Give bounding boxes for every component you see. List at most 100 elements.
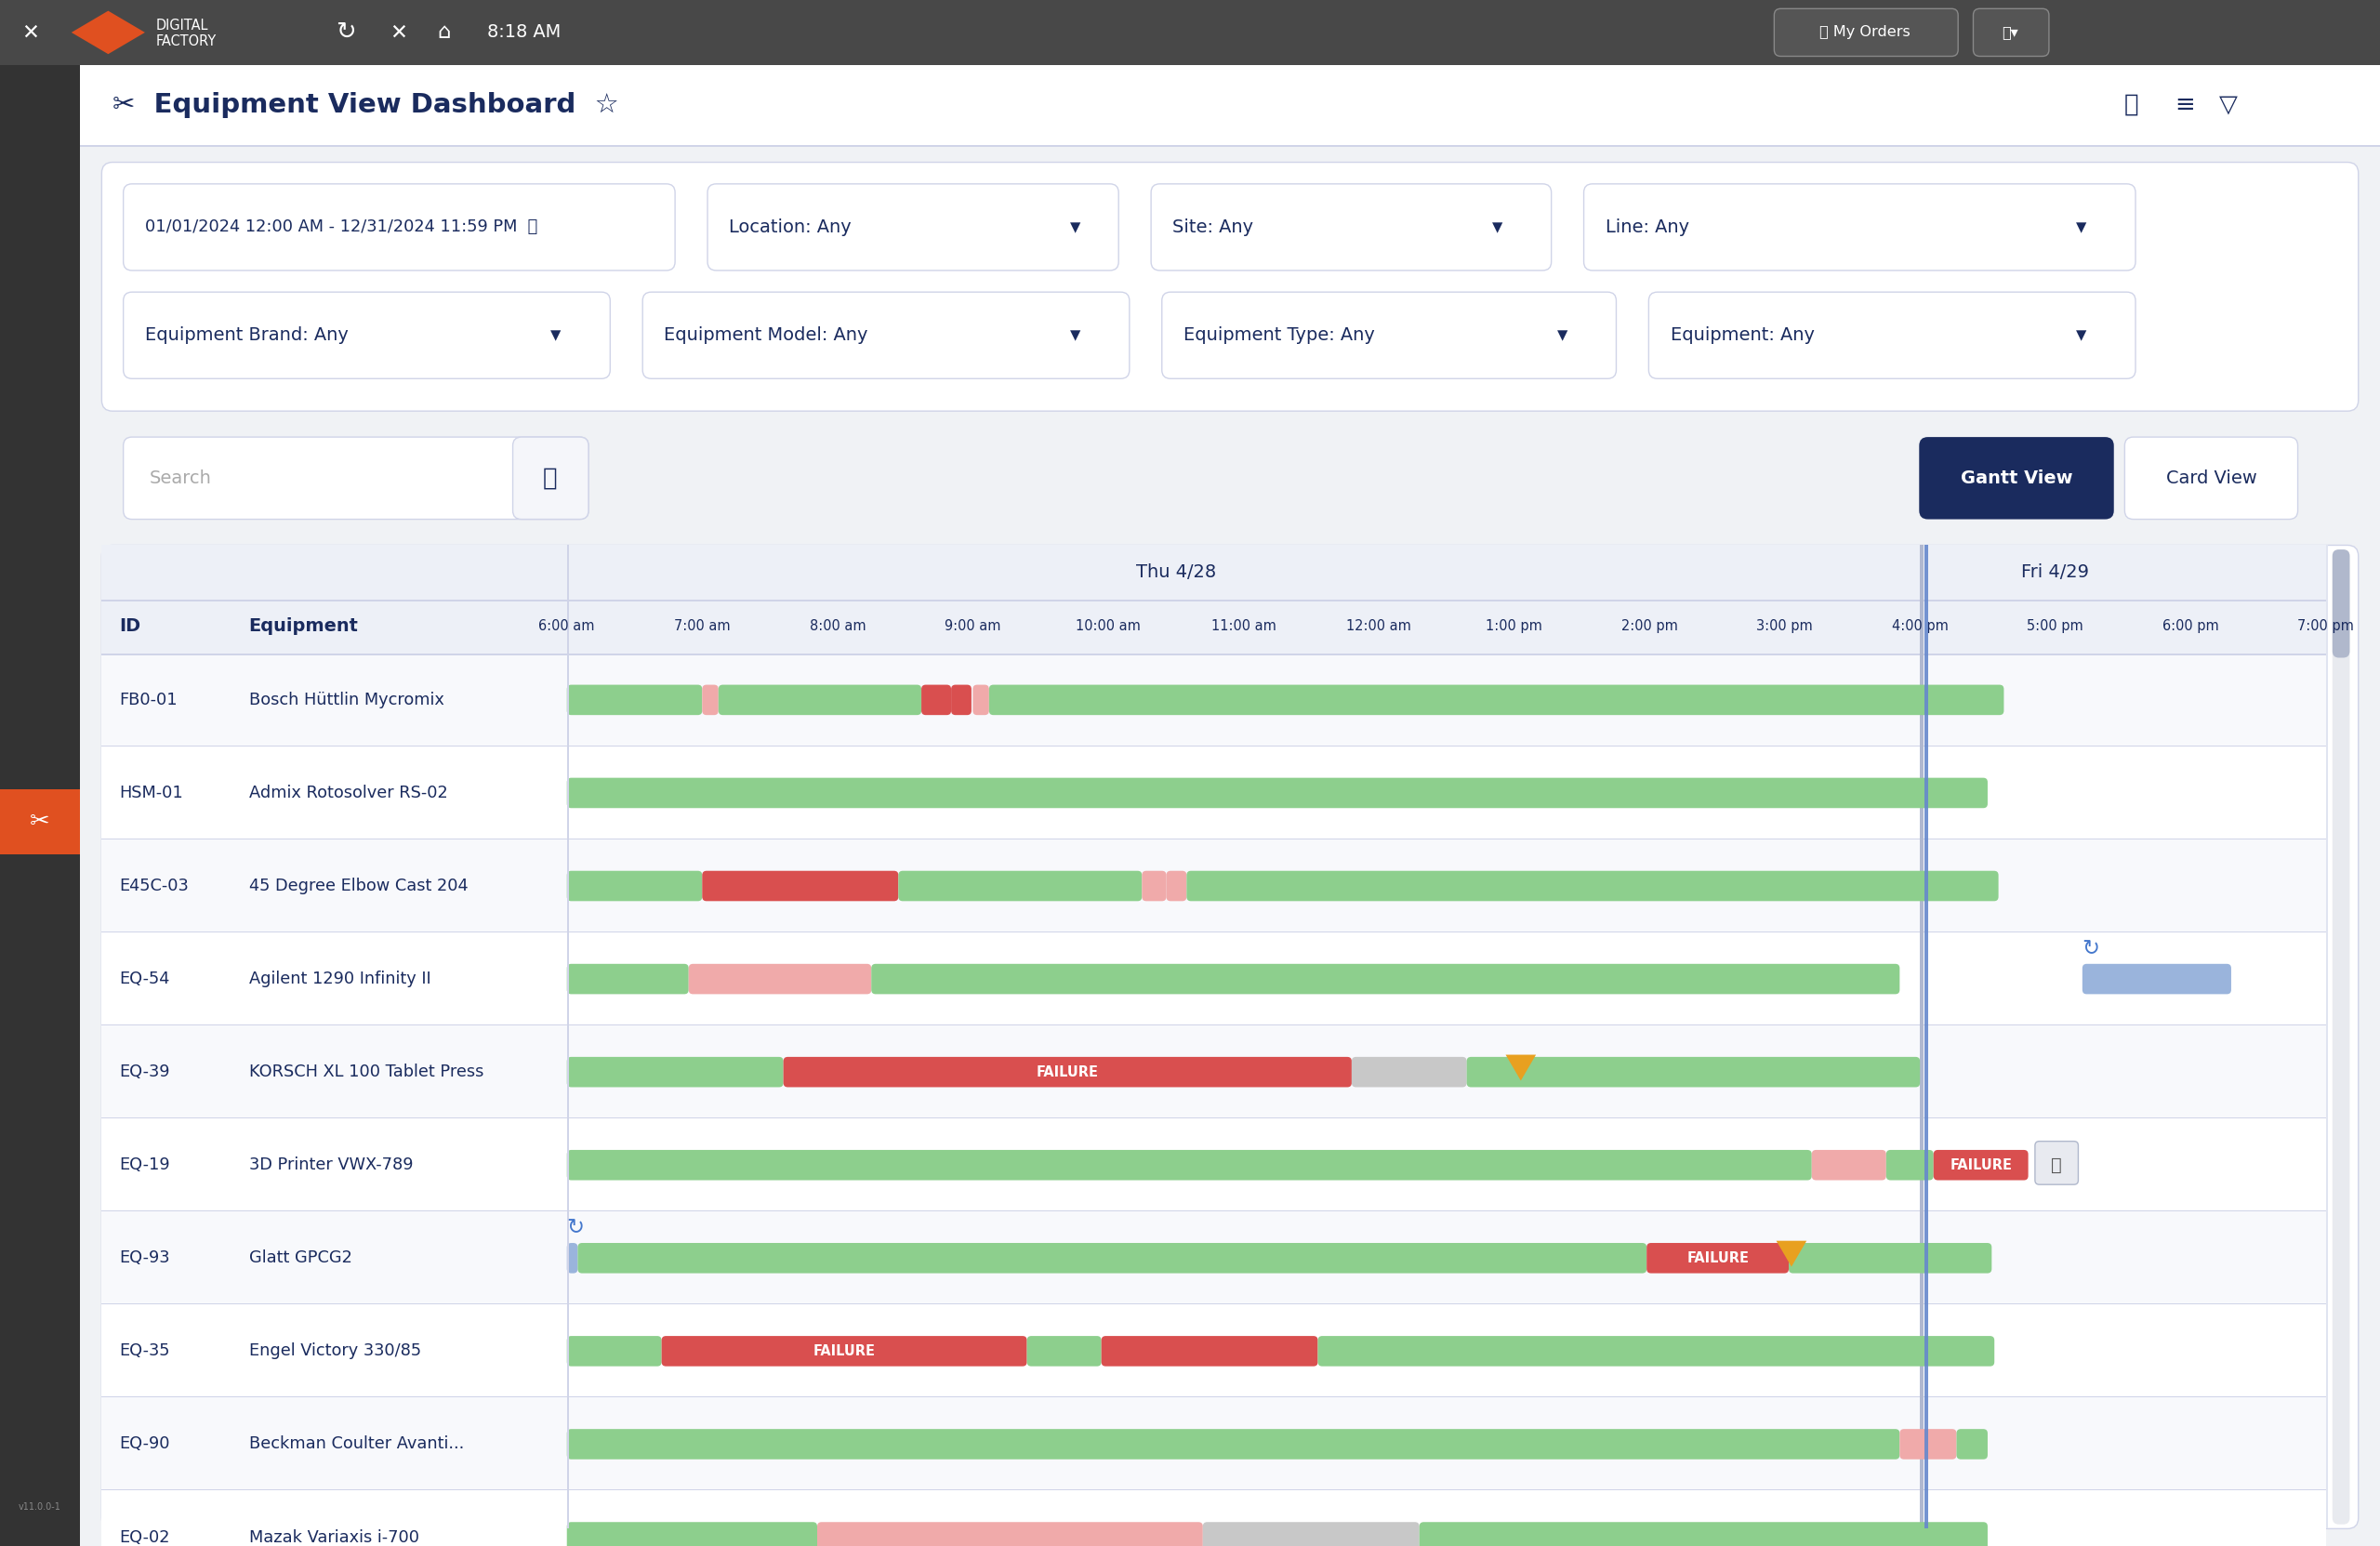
FancyBboxPatch shape — [702, 870, 897, 901]
Text: 10:00 am: 10:00 am — [1076, 620, 1140, 634]
FancyBboxPatch shape — [512, 438, 588, 519]
FancyBboxPatch shape — [871, 963, 1899, 994]
Bar — [81, 145, 2380, 147]
Text: FAILURE: FAILURE — [814, 1343, 876, 1357]
Text: 12:00 am: 12:00 am — [1347, 620, 1411, 634]
Text: Agilent 1290 Infinity II: Agilent 1290 Infinity II — [250, 971, 431, 988]
Text: Line: Any: Line: Any — [1606, 218, 1690, 237]
Text: 🔔▾: 🔔▾ — [2002, 25, 2018, 40]
Bar — [102, 1398, 2325, 1490]
FancyBboxPatch shape — [1647, 1243, 1790, 1274]
Text: ▾: ▾ — [1071, 325, 1081, 346]
Bar — [102, 600, 2325, 601]
Polygon shape — [1507, 1054, 1535, 1081]
FancyBboxPatch shape — [2332, 549, 2349, 1524]
Text: Mazak Variaxis i-700: Mazak Variaxis i-700 — [250, 1529, 419, 1546]
FancyBboxPatch shape — [1933, 1150, 2028, 1180]
Text: 7:00 pm: 7:00 pm — [2297, 620, 2354, 634]
Text: ✂  Equipment View Dashboard  ☆: ✂ Equipment View Dashboard ☆ — [112, 91, 619, 117]
FancyBboxPatch shape — [566, 870, 702, 901]
FancyBboxPatch shape — [1790, 1243, 1992, 1274]
FancyBboxPatch shape — [643, 292, 1130, 379]
Text: v11.0.0-1: v11.0.0-1 — [19, 1503, 62, 1512]
Bar — [0, 0, 2380, 65]
Text: EQ-93: EQ-93 — [119, 1249, 169, 1266]
FancyBboxPatch shape — [124, 292, 609, 379]
Text: ↻: ↻ — [566, 1217, 585, 1238]
Text: ⌂: ⌂ — [438, 22, 450, 43]
Text: 5:00 pm: 5:00 pm — [2028, 620, 2082, 634]
FancyBboxPatch shape — [566, 963, 688, 994]
Text: 8:18 AM: 8:18 AM — [488, 23, 562, 42]
Text: Thu 4/28: Thu 4/28 — [1135, 563, 1216, 581]
Text: Card View: Card View — [2166, 470, 2256, 487]
Text: 1:00 pm: 1:00 pm — [1485, 620, 1542, 634]
Bar — [0, 65, 81, 1546]
FancyBboxPatch shape — [1142, 870, 1166, 901]
Text: Glatt GPCG2: Glatt GPCG2 — [250, 1249, 352, 1266]
FancyBboxPatch shape — [124, 438, 588, 519]
Text: Fri 4/29: Fri 4/29 — [2021, 563, 2090, 581]
Text: 45 Degree Elbow Cast 204: 45 Degree Elbow Cast 204 — [250, 878, 469, 894]
Text: ↻: ↻ — [2082, 938, 2099, 960]
Text: EQ-54: EQ-54 — [119, 971, 169, 988]
Bar — [102, 654, 2325, 747]
FancyBboxPatch shape — [1418, 1523, 1987, 1546]
Bar — [1925, 546, 1928, 1529]
FancyBboxPatch shape — [1188, 870, 1999, 901]
FancyBboxPatch shape — [102, 162, 2359, 411]
Text: Equipment Type: Any: Equipment Type: Any — [1183, 326, 1376, 345]
Text: E45C-03: E45C-03 — [119, 878, 188, 894]
Text: ✂: ✂ — [31, 810, 50, 835]
Text: 2:00 pm: 2:00 pm — [1621, 620, 1678, 634]
Text: FACTORY: FACTORY — [155, 34, 217, 48]
Text: Gantt View: Gantt View — [1961, 470, 2073, 487]
Text: EQ-39: EQ-39 — [119, 1064, 169, 1081]
Text: ▾: ▾ — [2075, 325, 2087, 346]
Text: 6:00 pm: 6:00 pm — [2163, 620, 2218, 634]
Text: Beckman Coulter Avanti...: Beckman Coulter Avanti... — [250, 1436, 464, 1453]
Text: KORSCH XL 100 Tablet Press: KORSCH XL 100 Tablet Press — [250, 1064, 483, 1081]
Text: Equipment Model: Any: Equipment Model: Any — [664, 326, 869, 345]
Bar — [102, 1490, 2325, 1546]
Polygon shape — [71, 11, 145, 54]
Text: Equipment: Equipment — [250, 617, 359, 635]
Bar — [102, 747, 2325, 839]
FancyBboxPatch shape — [952, 685, 971, 716]
Text: EQ-90: EQ-90 — [119, 1436, 169, 1453]
Text: ▽: ▽ — [2218, 93, 2237, 117]
Bar — [102, 1305, 2325, 1398]
FancyBboxPatch shape — [1899, 1429, 1956, 1459]
Text: ⤢: ⤢ — [2052, 1156, 2061, 1173]
Text: ▾: ▾ — [2075, 216, 2087, 238]
Text: Bosch Hüttlin Mycromix: Bosch Hüttlin Mycromix — [250, 691, 445, 708]
FancyBboxPatch shape — [1583, 184, 2135, 271]
Bar — [102, 1119, 2325, 1212]
Text: ID: ID — [119, 617, 140, 635]
Bar — [81, 65, 2380, 145]
FancyBboxPatch shape — [921, 685, 952, 716]
Text: ✕: ✕ — [21, 22, 40, 43]
FancyBboxPatch shape — [707, 184, 1119, 271]
FancyBboxPatch shape — [1102, 1336, 1319, 1367]
FancyBboxPatch shape — [566, 778, 1987, 809]
Text: FAILURE: FAILURE — [1687, 1251, 1749, 1265]
Text: 🖨: 🖨 — [2123, 93, 2137, 117]
FancyBboxPatch shape — [1649, 292, 2135, 379]
Bar — [102, 654, 2325, 656]
FancyBboxPatch shape — [1026, 1336, 1102, 1367]
Text: ▾: ▾ — [550, 325, 562, 346]
Text: 7:00 am: 7:00 am — [674, 620, 731, 634]
Polygon shape — [1775, 1241, 1806, 1266]
FancyBboxPatch shape — [1973, 9, 2049, 56]
Text: Engel Victory 330/85: Engel Victory 330/85 — [250, 1343, 421, 1359]
Text: ▾: ▾ — [1492, 216, 1502, 238]
Text: 6:00 am: 6:00 am — [538, 620, 595, 634]
FancyBboxPatch shape — [973, 685, 990, 716]
FancyBboxPatch shape — [1811, 1150, 1885, 1180]
Bar — [1921, 546, 1923, 1529]
FancyBboxPatch shape — [662, 1336, 1026, 1367]
FancyBboxPatch shape — [1319, 1336, 1994, 1367]
Bar — [102, 932, 2325, 1025]
Text: Search: Search — [150, 470, 212, 487]
